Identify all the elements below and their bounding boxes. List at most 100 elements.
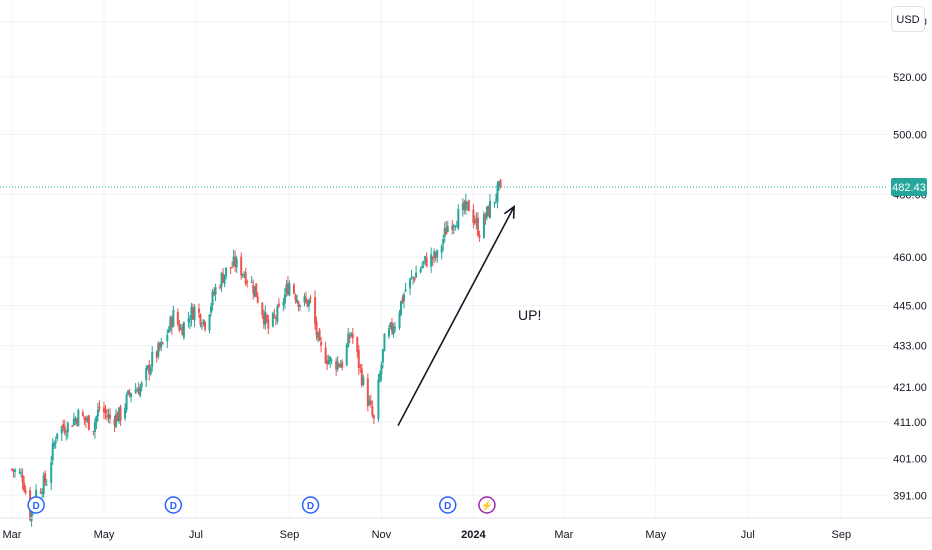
candle-body [381, 349, 384, 363]
annotation-text: UP! [518, 307, 541, 323]
candle-body [412, 277, 415, 279]
event-marker-circle [164, 496, 183, 514]
x-tick-label: Jul [189, 529, 203, 541]
candle-body [240, 256, 243, 276]
candle-body [338, 363, 341, 367]
arrow-head [503, 205, 515, 219]
x-tick-label: 2024 [461, 529, 486, 541]
candle-body [473, 220, 476, 224]
candle-body [383, 333, 386, 352]
candle-body [378, 373, 381, 382]
candle-body [276, 306, 279, 322]
candle-body [348, 336, 351, 339]
candle-body [442, 239, 445, 245]
candle-body [136, 390, 139, 392]
candle-body [197, 308, 200, 313]
candle-body [145, 368, 148, 381]
candle-body [286, 283, 289, 295]
candle-body [320, 341, 323, 346]
candle-body [30, 507, 33, 522]
candle-body [273, 314, 276, 317]
candle-body [404, 289, 407, 292]
last-price-label: 482.43 [892, 182, 926, 194]
price-axis[interactable]: 540.00520.00500.00480.00460.00445.00433.… [893, 17, 927, 503]
candle-body [83, 416, 86, 420]
candle-body [20, 472, 23, 474]
candle-body [255, 283, 258, 298]
candle-body [261, 302, 264, 316]
candle-body [422, 261, 425, 264]
candle-body [472, 209, 475, 224]
candle-body [277, 303, 280, 307]
candle-body [208, 314, 211, 331]
event-marker-circle [478, 496, 496, 514]
candle-body [347, 333, 350, 347]
candle-body [137, 388, 140, 395]
candle-body [341, 361, 344, 368]
candle-body [455, 225, 458, 228]
candle-body [234, 257, 237, 267]
candle-body [476, 217, 479, 236]
candle-body [494, 199, 497, 201]
candle-body [350, 333, 353, 337]
candle-body [62, 424, 65, 428]
candle-body [60, 426, 63, 434]
candle-body [229, 267, 232, 269]
candle-body [369, 400, 372, 405]
candle-body [434, 252, 437, 259]
candle-body [231, 267, 234, 269]
candle-body [223, 274, 226, 284]
candle-body [93, 422, 96, 432]
candle-body [74, 418, 77, 422]
candle-body [211, 291, 214, 306]
candle-body [104, 409, 107, 414]
candle-body [360, 368, 363, 386]
candle-body [431, 257, 434, 260]
candle-body [148, 364, 151, 374]
candle-body [339, 364, 342, 368]
candle-body [356, 337, 359, 353]
candle-body [128, 391, 131, 395]
candle-body [415, 272, 418, 278]
candle-body [213, 293, 216, 295]
arrow-annotation [397, 206, 515, 427]
candle-body [303, 296, 306, 303]
x-tick-label: May [645, 529, 666, 541]
candle-body [317, 332, 320, 338]
candle-body [274, 317, 277, 319]
candle-body [392, 328, 395, 335]
candle-body [493, 201, 496, 203]
candle-body [235, 258, 238, 268]
candle-body [124, 407, 127, 419]
candle-body [170, 318, 173, 328]
candle-body [430, 254, 433, 267]
candle-body [222, 273, 225, 283]
candle-body [283, 294, 286, 304]
candle-body [400, 301, 403, 315]
candle-body [264, 311, 267, 325]
candle-body [42, 475, 45, 495]
last-price-badge: 482.43 [891, 177, 927, 196]
candle-body [357, 349, 360, 368]
candle-body [203, 321, 206, 330]
time-axis[interactable]: Mar May Jul Sep Nov 2024 Mar May Jul Sep [0, 517, 932, 541]
candle-body [421, 265, 424, 268]
candle-body [71, 425, 74, 427]
candle-body [380, 364, 383, 375]
candle-body [53, 442, 56, 447]
candle-body [485, 206, 488, 217]
x-tick-label: Sep [831, 529, 851, 541]
candle-body [146, 365, 149, 369]
currency-button[interactable]: USD [891, 6, 925, 32]
candle-body [75, 418, 78, 425]
candle-body [409, 278, 412, 289]
candle-body [219, 287, 222, 289]
candle-body [119, 406, 122, 421]
candle-body [499, 179, 502, 187]
candle-body [105, 415, 108, 417]
candle-body [467, 200, 470, 212]
y-tick-label: 401.00 [893, 453, 927, 465]
candle-body [478, 234, 481, 238]
candle-body [330, 359, 333, 361]
